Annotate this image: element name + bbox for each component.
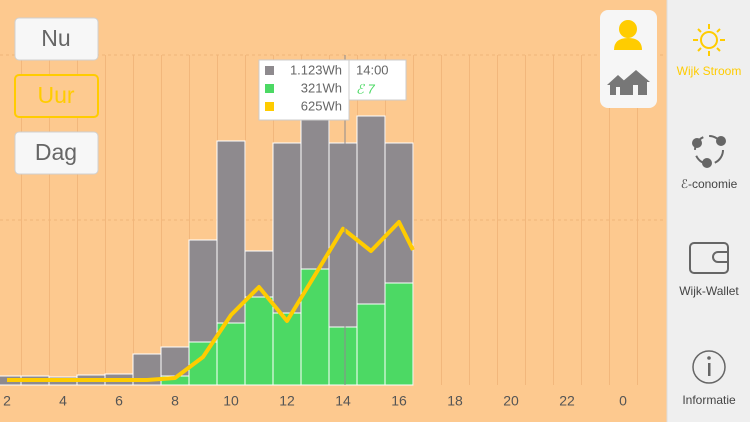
x-tick-label: 22 [559, 393, 575, 409]
person-icon[interactable] [614, 20, 642, 50]
x-tick-label: 6 [115, 393, 123, 409]
bar-segment [272, 142, 302, 314]
x-tick-label: 12 [279, 393, 295, 409]
sun-icon[interactable] [693, 24, 725, 56]
bar-segment [272, 312, 302, 386]
info-icon[interactable] [692, 350, 726, 384]
bar-segment [300, 112, 330, 270]
x-tick-label: 0 [619, 393, 627, 409]
tooltip-value: 321Wh [301, 80, 342, 95]
legend-swatch [265, 66, 274, 75]
mode-buttons: Nu Uur Dag [14, 17, 99, 175]
line [7, 220, 415, 382]
bar-segment [384, 142, 414, 284]
mode-button-label[interactable]: Uur [37, 82, 74, 108]
x-tick-label: 4 [59, 393, 67, 409]
mode-button-label[interactable]: Nu [41, 25, 70, 51]
x-tick-label: 10 [223, 393, 239, 409]
tooltip-price: ℰ 7 [356, 81, 375, 96]
nav-label[interactable]: ℰ-conomie [681, 177, 738, 191]
view-toggle [600, 10, 657, 108]
bar-segment [356, 303, 386, 386]
houses-icon[interactable] [607, 70, 650, 95]
nav-label[interactable]: Wijk-Wallet [679, 284, 739, 298]
x-tick-label: 20 [503, 393, 519, 409]
mode-button[interactable] [14, 131, 99, 175]
bar-segment [356, 115, 386, 305]
x-tick-label: 18 [447, 393, 463, 409]
tooltip-time-box [348, 59, 407, 101]
mode-button-label[interactable]: Dag [35, 139, 77, 165]
sidebar: Wijk Stroom ℰ-conomie Wijk-Wallet Inform… [666, 0, 750, 422]
nav-label[interactable]: Informatie [682, 393, 736, 407]
x-tick-label: 14 [335, 393, 351, 409]
x-tick-label: 16 [391, 393, 407, 409]
bar-segment [216, 140, 246, 324]
bar-segment [244, 296, 274, 386]
mode-button[interactable] [14, 17, 99, 61]
tooltip-time: 14:00 [356, 62, 389, 77]
bar-segment [300, 268, 330, 386]
plot [0, 112, 415, 386]
bar-segment [328, 326, 358, 386]
tooltip-value: 1.123Wh [290, 62, 342, 77]
tooltip: 1.123Wh 321Wh 625Wh 14:00 ℰ 7 [258, 59, 407, 121]
share-icon[interactable] [692, 135, 726, 168]
bar-segment [188, 239, 218, 343]
nav-label[interactable]: Wijk Stroom [677, 64, 742, 78]
bar-segment [384, 282, 414, 386]
x-tick-label: 8 [171, 393, 179, 409]
tooltip-value: 625Wh [301, 98, 342, 113]
x-tick-label: 2 [3, 393, 11, 409]
wallet-icon[interactable] [689, 242, 729, 274]
mode-button-selected[interactable] [14, 74, 99, 118]
legend-swatch [265, 84, 274, 93]
legend-swatch [265, 102, 274, 111]
